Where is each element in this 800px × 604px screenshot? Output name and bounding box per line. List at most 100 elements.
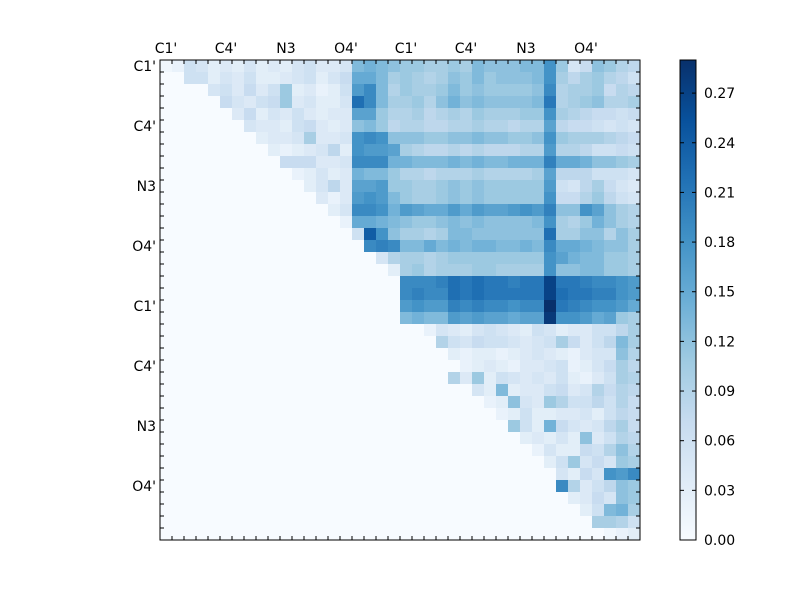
- heatmap-cell: [184, 384, 197, 397]
- heatmap-cell: [244, 528, 257, 541]
- heatmap-cell: [436, 108, 449, 121]
- heatmap-cell: [256, 180, 269, 193]
- heatmap-cell: [364, 324, 377, 337]
- heatmap-cell: [280, 528, 293, 541]
- heatmap-cell: [160, 72, 173, 85]
- heatmap-cell: [436, 372, 449, 385]
- heatmap-cell: [436, 288, 449, 301]
- heatmap-cell: [160, 516, 173, 529]
- heatmap-cell: [328, 108, 341, 121]
- heatmap-cell: [508, 384, 521, 397]
- heatmap-cell: [232, 348, 245, 361]
- heatmap-cell: [412, 336, 425, 349]
- heatmap-cell: [352, 108, 365, 121]
- heatmap-cell: [604, 468, 617, 481]
- heatmap-cell: [448, 312, 461, 325]
- heatmap-cell: [328, 96, 341, 109]
- heatmap-cell: [364, 480, 377, 493]
- heatmap-cell: [184, 396, 197, 409]
- heatmap-cell: [280, 216, 293, 229]
- heatmap-cell: [376, 516, 389, 529]
- heatmap-cell: [328, 144, 341, 157]
- heatmap-cell: [328, 528, 341, 541]
- heatmap-cell: [472, 384, 485, 397]
- heatmap-cell: [196, 432, 209, 445]
- heatmap-cell: [328, 468, 341, 481]
- heatmap-cell: [412, 60, 425, 73]
- heatmap-cell: [628, 312, 641, 325]
- heatmap-cell: [556, 480, 569, 493]
- heatmap-cell: [544, 120, 557, 133]
- heatmap-cell: [400, 72, 413, 85]
- heatmap-cell: [604, 180, 617, 193]
- heatmap-cell: [616, 276, 629, 289]
- heatmap-cell: [268, 324, 281, 337]
- heatmap-cell: [220, 204, 233, 217]
- heatmap-cell: [304, 192, 317, 205]
- heatmap-cell: [256, 204, 269, 217]
- heatmap-cell: [196, 300, 209, 313]
- heatmap-cell: [412, 204, 425, 217]
- heatmap-cell: [520, 192, 533, 205]
- heatmap-cell: [628, 432, 641, 445]
- heatmap-cell: [244, 132, 257, 145]
- heatmap-cell: [232, 372, 245, 385]
- heatmap-cell: [568, 228, 581, 241]
- heatmap-cell: [244, 216, 257, 229]
- heatmap-cell: [436, 528, 449, 541]
- heatmap-cell: [496, 216, 509, 229]
- heatmap-cell: [568, 168, 581, 181]
- heatmap-cell: [592, 324, 605, 337]
- heatmap-cell: [448, 348, 461, 361]
- heatmap-cell: [244, 240, 257, 253]
- heatmap-cell: [496, 192, 509, 205]
- heatmap-cell: [280, 444, 293, 457]
- heatmap-cell: [400, 120, 413, 133]
- heatmap-cell: [544, 216, 557, 229]
- heatmap-cell: [520, 456, 533, 469]
- heatmap-cell: [568, 60, 581, 73]
- heatmap-cell: [616, 408, 629, 421]
- heatmap-cell: [568, 216, 581, 229]
- heatmap-cell: [388, 180, 401, 193]
- heatmap-cell: [292, 276, 305, 289]
- heatmap-cell: [160, 300, 173, 313]
- heatmap-cell: [328, 84, 341, 97]
- heatmap-cell: [244, 60, 257, 73]
- heatmap-cell: [412, 408, 425, 421]
- heatmap-cell: [604, 72, 617, 85]
- heatmap-cell: [232, 420, 245, 433]
- heatmap-cell: [364, 192, 377, 205]
- heatmap-cell: [628, 240, 641, 253]
- heatmap-cell: [436, 72, 449, 85]
- heatmap-cell: [160, 84, 173, 97]
- heatmap-cell: [604, 132, 617, 145]
- heatmap-cell: [508, 228, 521, 241]
- heatmap-cell: [580, 312, 593, 325]
- heatmap-cell: [592, 204, 605, 217]
- heatmap-cell: [208, 336, 221, 349]
- heatmap-cell: [364, 96, 377, 109]
- heatmap-cell: [496, 240, 509, 253]
- heatmap-cell: [532, 348, 545, 361]
- heatmap-cell: [280, 156, 293, 169]
- heatmap-cell: [412, 144, 425, 157]
- heatmap-cell: [208, 60, 221, 73]
- heatmap-cell: [364, 168, 377, 181]
- heatmap-cell: [592, 468, 605, 481]
- heatmap-cell: [184, 360, 197, 373]
- heatmap-cell: [616, 168, 629, 181]
- heatmap-cell: [172, 420, 185, 433]
- heatmap-cell: [232, 432, 245, 445]
- heatmap-cell: [592, 420, 605, 433]
- heatmap-cell: [496, 408, 509, 421]
- heatmap-cell: [340, 372, 353, 385]
- heatmap-cell: [208, 264, 221, 277]
- heatmap-cell: [556, 156, 569, 169]
- heatmap-cell: [196, 516, 209, 529]
- heatmap-cell: [580, 96, 593, 109]
- heatmap-cell: [280, 108, 293, 121]
- heatmap-cell: [400, 204, 413, 217]
- heatmap-cell: [376, 264, 389, 277]
- heatmap-cell: [292, 84, 305, 97]
